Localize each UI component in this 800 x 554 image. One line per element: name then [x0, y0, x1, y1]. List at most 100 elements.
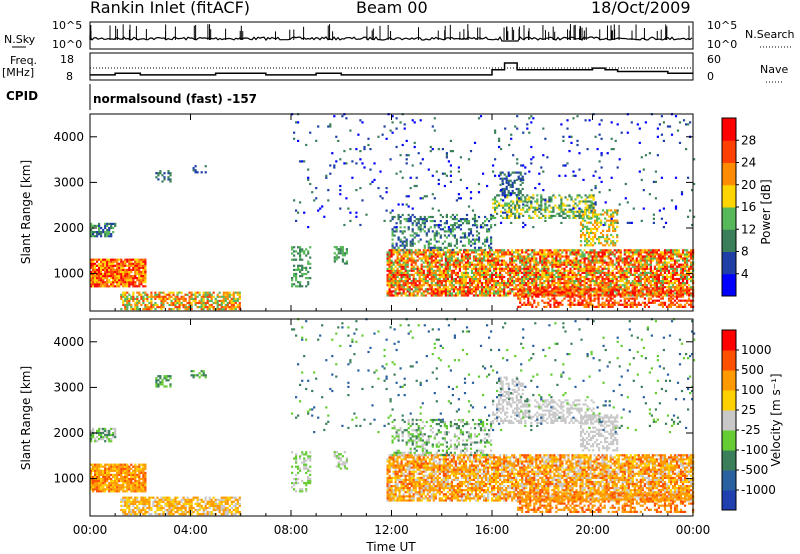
heatmap-cell [515, 265, 518, 268]
heatmap-cell [637, 259, 640, 262]
heatmap-cell [559, 277, 562, 281]
heatmap-cell [487, 259, 490, 262]
heatmap-cell [523, 273, 526, 276]
heatmap-cell [414, 284, 417, 287]
heatmap-cell [633, 297, 636, 300]
heatmap-cell [128, 301, 131, 305]
heatmap-cell [571, 284, 574, 287]
heatmap-cell [571, 280, 574, 283]
heatmap-cell [341, 250, 344, 253]
heatmap-cell [517, 251, 520, 254]
heatmap-cell [462, 275, 466, 279]
heatmap-cell [651, 253, 654, 256]
heatmap-cell [529, 287, 532, 290]
heatmap-cell [116, 266, 119, 269]
heatmap-cell [511, 288, 514, 291]
heatmap-cell [464, 280, 468, 283]
heatmap-cell [454, 257, 457, 260]
heatmap-cell [477, 238, 481, 241]
heatmap-cell [418, 251, 421, 254]
heatmap-cell [445, 213, 448, 217]
heatmap-cell [639, 249, 642, 252]
heatmap-cell [454, 286, 457, 289]
heatmap-cell [561, 263, 564, 266]
heatmap-cell [404, 294, 407, 297]
heatmap-cell [629, 251, 632, 254]
heatmap-cell [661, 265, 664, 268]
heatmap-cell [144, 297, 147, 300]
heatmap-cell [577, 259, 580, 262]
heatmap-cell [464, 273, 468, 276]
heatmap-cell [588, 215, 591, 218]
heatmap-cell [529, 267, 532, 270]
heatmap-cell [446, 259, 449, 262]
heatmap-cell [621, 261, 624, 264]
heatmap-cell [645, 261, 648, 264]
heatmap-cell [663, 255, 667, 258]
heatmap-cell [415, 232, 418, 235]
heatmap-cell [615, 265, 618, 268]
heatmap-cell [108, 281, 111, 284]
heatmap-cell [569, 295, 572, 298]
heatmap-cell [454, 259, 457, 262]
heatmap-cell [390, 255, 393, 258]
heatmap-cell [406, 282, 409, 285]
heatmap-cell [126, 275, 129, 278]
heatmap-cell [665, 257, 669, 260]
heatmap-cell [619, 273, 622, 276]
heatmap-cell [136, 285, 139, 288]
heatmap-cell [96, 279, 99, 282]
heatmap-cell [539, 289, 542, 292]
heatmap-cell [394, 269, 397, 272]
heatmap-cell [586, 196, 589, 199]
heatmap-cell [600, 231, 603, 235]
heatmap-cell [429, 242, 432, 245]
heatmap-cell [398, 284, 401, 287]
heatmap-cell [402, 280, 405, 283]
heatmap-cell [493, 290, 496, 293]
heatmap-cell [536, 206, 539, 209]
heatmap-cell [462, 292, 466, 295]
heatmap-cell [614, 219, 617, 222]
heatmap-cell [126, 279, 129, 282]
heatmap-cell [647, 305, 650, 308]
heatmap-cell [485, 251, 488, 254]
heatmap-cell [102, 264, 105, 267]
heatmap-cell [573, 273, 576, 276]
heatmap-cell [599, 293, 602, 296]
heatmap-cell [162, 299, 165, 302]
heatmap-cell [507, 273, 510, 276]
heatmap-cell [516, 196, 519, 199]
heatmap-cell [404, 255, 407, 258]
heatmap-cell [390, 265, 393, 268]
heatmap-cell [469, 240, 473, 243]
heatmap-cell [594, 233, 597, 237]
heatmap-cell [516, 198, 519, 201]
heatmap-cell [617, 286, 620, 289]
noise-left-tick-bottom: 10^0 [52, 38, 82, 51]
heatmap-cell [594, 215, 597, 218]
heatmap-cell [496, 200, 499, 203]
heatmap-cell [564, 208, 567, 211]
heatmap-cell [538, 204, 541, 207]
heatmap-cell [470, 249, 474, 252]
heatmap-cell [170, 308, 173, 311]
heatmap-cell [641, 290, 644, 293]
heatmap-cell [485, 280, 488, 283]
heatmap-cell [607, 267, 610, 270]
heatmap-cell [531, 257, 534, 260]
heatmap-cell [218, 291, 221, 294]
heatmap-cell [295, 250, 298, 253]
heatmap-cell [469, 230, 473, 233]
heatmap-cell [545, 257, 548, 260]
heatmap-cell [418, 275, 421, 279]
heatmap-cell [515, 259, 518, 262]
heatmap-cell [388, 280, 391, 283]
heatmap-cell [584, 233, 587, 237]
heatmap-cell [535, 259, 538, 262]
heatmap-cell [386, 261, 389, 264]
heatmap-cell [426, 282, 429, 285]
heatmap-cell [472, 288, 476, 291]
heatmap-cell [493, 261, 496, 264]
heatmap-cell [464, 292, 468, 295]
